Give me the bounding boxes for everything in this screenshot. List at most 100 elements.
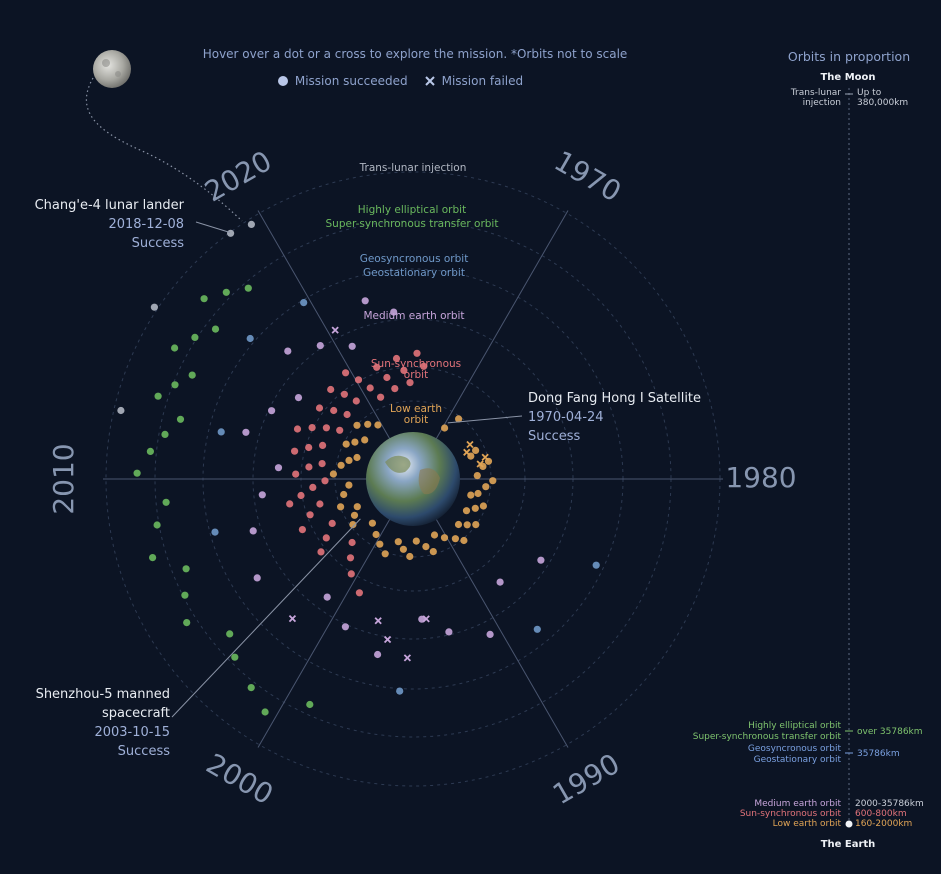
mission-dot[interactable] [353, 421, 361, 429]
mission-dot[interactable] [293, 425, 302, 433]
mission-dot[interactable] [441, 424, 449, 432]
mission-dot[interactable] [246, 334, 254, 343]
mission-dot[interactable] [482, 483, 490, 491]
mission-dot[interactable] [292, 470, 300, 478]
mission-dot[interactable] [355, 589, 363, 597]
mission-dot[interactable] [328, 519, 336, 528]
mission-dot[interactable] [321, 477, 329, 485]
mission-dot[interactable] [176, 415, 185, 423]
mission-dot[interactable] [440, 534, 449, 542]
mission-dot[interactable] [474, 489, 482, 498]
mission-dot[interactable] [390, 308, 398, 316]
mission-dot[interactable] [445, 628, 453, 636]
mission-dot[interactable] [413, 349, 421, 357]
mission-dot[interactable] [460, 536, 468, 545]
mission-dot[interactable] [249, 527, 257, 535]
mission-dot[interactable] [300, 299, 308, 307]
mission-dot[interactable] [327, 385, 335, 394]
mission-dot[interactable] [489, 477, 497, 485]
mission-dot[interactable] [183, 619, 191, 627]
mission-dot[interactable] [347, 570, 355, 578]
mission-dot[interactable] [422, 543, 430, 551]
mission-dot[interactable] [537, 556, 545, 564]
mission-dot[interactable] [471, 504, 479, 512]
mission-dot[interactable] [284, 347, 292, 355]
mission-dot[interactable] [353, 453, 361, 462]
mission-dot[interactable] [353, 503, 361, 511]
mission-dot[interactable] [162, 498, 170, 506]
mission-dot[interactable] [350, 511, 359, 519]
mission-dot[interactable] [394, 538, 402, 546]
mission-dot[interactable] [479, 502, 487, 510]
mission-dot[interactable] [381, 550, 389, 558]
mission-failed-cross[interactable] [463, 448, 471, 456]
mission-dot[interactable] [455, 415, 463, 423]
mission-dot[interactable] [315, 404, 324, 412]
mission-dot[interactable] [146, 447, 154, 455]
mission-dot[interactable] [592, 561, 600, 569]
mission-dot[interactable] [211, 528, 219, 536]
mission-dot[interactable] [472, 446, 480, 454]
mission-dot[interactable] [376, 540, 384, 548]
mission-failed-cross[interactable] [476, 460, 484, 468]
mission-failed-cross[interactable] [383, 635, 392, 644]
mission-dot[interactable] [352, 397, 360, 405]
mission-dot[interactable] [337, 461, 345, 469]
mission-dot[interactable] [149, 554, 157, 562]
mission-dot[interactable] [231, 653, 239, 661]
mission-dot[interactable] [330, 406, 338, 415]
mission-dot[interactable] [319, 441, 327, 449]
mission-dot[interactable] [412, 537, 420, 545]
mission-dot[interactable] [336, 426, 344, 434]
mission-dot[interactable] [200, 295, 208, 303]
mission-dot[interactable] [340, 490, 348, 499]
mission-dot[interactable] [396, 687, 404, 695]
mission-dot[interactable] [181, 591, 189, 599]
mission-dot[interactable] [171, 344, 179, 352]
mission-dot[interactable] [345, 481, 353, 489]
mission-dot[interactable] [473, 472, 481, 480]
mission-failed-cross[interactable] [288, 615, 297, 623]
mission-dot[interactable] [399, 545, 407, 553]
mission-dot[interactable] [161, 430, 169, 438]
mission-dot[interactable] [368, 519, 376, 527]
mission-dot[interactable] [297, 491, 305, 500]
mission-dot[interactable] [377, 393, 385, 401]
mission-dot[interactable] [400, 366, 408, 374]
mission-dot[interactable] [361, 436, 369, 444]
mission-dot[interactable] [391, 385, 399, 393]
mission-dot[interactable] [451, 535, 459, 543]
mission-dot[interactable] [343, 410, 351, 419]
mission-dot[interactable] [217, 428, 225, 436]
mission-dot[interactable] [342, 369, 350, 377]
mission-dot[interactable] [496, 578, 504, 586]
mission-dot[interactable] [306, 700, 314, 709]
mission-dot[interactable] [406, 379, 414, 387]
mission-dot[interactable] [322, 534, 330, 542]
mission-dot[interactable] [348, 342, 356, 350]
mission-dot[interactable] [351, 438, 359, 446]
mission-dot[interactable] [226, 630, 234, 638]
mission-dot[interactable] [317, 548, 325, 556]
mission-dot[interactable] [340, 390, 348, 398]
mission-dot[interactable] [308, 424, 316, 432]
mission-dot[interactable] [253, 574, 261, 582]
mission-dot[interactable] [258, 491, 266, 499]
mission-dot[interactable] [364, 420, 372, 428]
mission-dot[interactable] [150, 303, 158, 311]
mission-dot[interactable] [366, 384, 374, 392]
mission-dot[interactable] [374, 421, 382, 429]
mission-dot[interactable] [373, 363, 381, 371]
mission-dot[interactable] [191, 333, 199, 341]
mission-dot[interactable] [211, 325, 220, 333]
mission-dot[interactable] [454, 520, 463, 529]
mission-failed-cross[interactable] [403, 654, 412, 662]
mission-dot[interactable] [309, 483, 317, 491]
mission-failed-cross[interactable] [331, 326, 339, 334]
mission-dot[interactable] [286, 500, 294, 508]
mission-dot[interactable] [349, 521, 357, 529]
mission-failed-cross[interactable] [422, 615, 430, 623]
mission-dot[interactable] [420, 362, 428, 370]
mission-dot[interactable] [354, 376, 363, 384]
mission-dot[interactable] [222, 288, 230, 296]
